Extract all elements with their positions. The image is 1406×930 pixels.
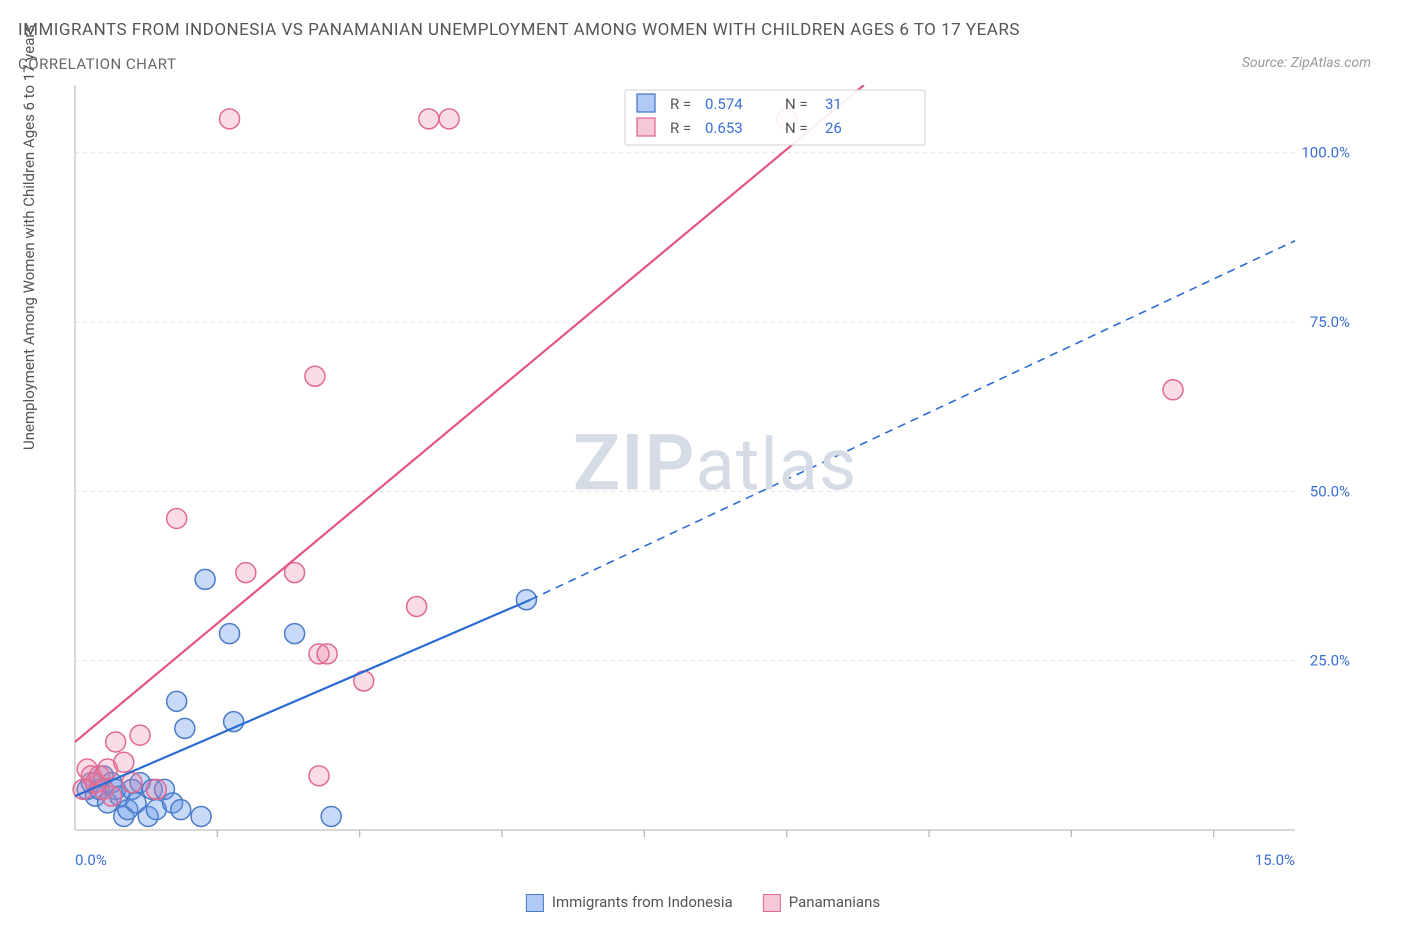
scatter-point <box>114 752 134 772</box>
svg-text:R =: R = <box>670 119 691 137</box>
scatter-chart: R = 0.574 N = 31 R = 0.653 N = 26 25.0% 50.0% 75.… <box>65 85 1365 875</box>
scatter-point <box>321 806 341 826</box>
legend-swatch <box>637 94 655 112</box>
svg-text:25.0%: 25.0% <box>1310 652 1350 670</box>
scatter-point <box>305 366 325 386</box>
y-axis-label: Unemployment Among Women with Children A… <box>20 25 38 450</box>
scatter-point <box>167 508 187 528</box>
scatter-point <box>195 569 215 589</box>
svg-text:0.653: 0.653 <box>705 119 743 137</box>
scatter-point <box>309 766 329 786</box>
scatter-point <box>102 786 122 806</box>
legend-swatch-blue <box>526 894 544 912</box>
svg-text:100.0%: 100.0% <box>1301 144 1350 162</box>
svg-text:N =: N = <box>785 95 808 113</box>
scatter-point <box>171 800 191 820</box>
source-attribution: Source: ZipAtlas.com <box>1242 55 1371 71</box>
svg-text:26: 26 <box>825 119 842 137</box>
scatter-point <box>220 624 240 644</box>
svg-text:31: 31 <box>825 95 842 113</box>
scatter-point <box>191 806 211 826</box>
scatter-point <box>516 590 536 610</box>
scatter-point <box>285 624 305 644</box>
page-subtitle: CORRELATION CHART <box>18 55 176 73</box>
legend-swatch-pink <box>763 894 781 912</box>
scatter-point <box>167 691 187 711</box>
scatter-point <box>146 779 166 799</box>
trend-line-blue-dash <box>530 241 1295 600</box>
svg-text:50.0%: 50.0% <box>1310 482 1350 500</box>
trend-line-pink <box>75 85 864 742</box>
scatter-point <box>1163 380 1183 400</box>
scatter-point <box>175 718 195 738</box>
scatter-point <box>439 109 459 129</box>
scatter-point <box>419 109 439 129</box>
scatter-point <box>407 597 427 617</box>
legend-label-pink: Panamanians <box>789 893 880 911</box>
svg-text:75.0%: 75.0% <box>1310 313 1350 331</box>
scatter-point <box>130 725 150 745</box>
scatter-point <box>236 563 256 583</box>
svg-text:R =: R = <box>670 95 691 113</box>
legend-swatch <box>637 118 655 136</box>
svg-text:15.0%: 15.0% <box>1255 851 1295 869</box>
legend-item-blue: Immigrants from Indonesia <box>526 893 733 912</box>
page-title: IMMIGRANTS FROM INDONESIA VS PANAMANIAN … <box>18 20 1020 40</box>
svg-text:0.0%: 0.0% <box>75 851 107 869</box>
legend-label-blue: Immigrants from Indonesia <box>552 893 733 911</box>
scatter-point <box>317 644 337 664</box>
chart-plot-area: ZIPatlas R =0.574N =31R =0.653N =26 25.0… <box>65 85 1365 875</box>
bottom-legend: Immigrants from Indonesia Panamanians <box>526 893 880 912</box>
svg-text:0.574: 0.574 <box>705 95 743 113</box>
svg-text:N =: N = <box>785 119 808 137</box>
scatter-point <box>220 109 240 129</box>
legend-item-pink: Panamanians <box>763 893 880 912</box>
scatter-point <box>106 732 126 752</box>
